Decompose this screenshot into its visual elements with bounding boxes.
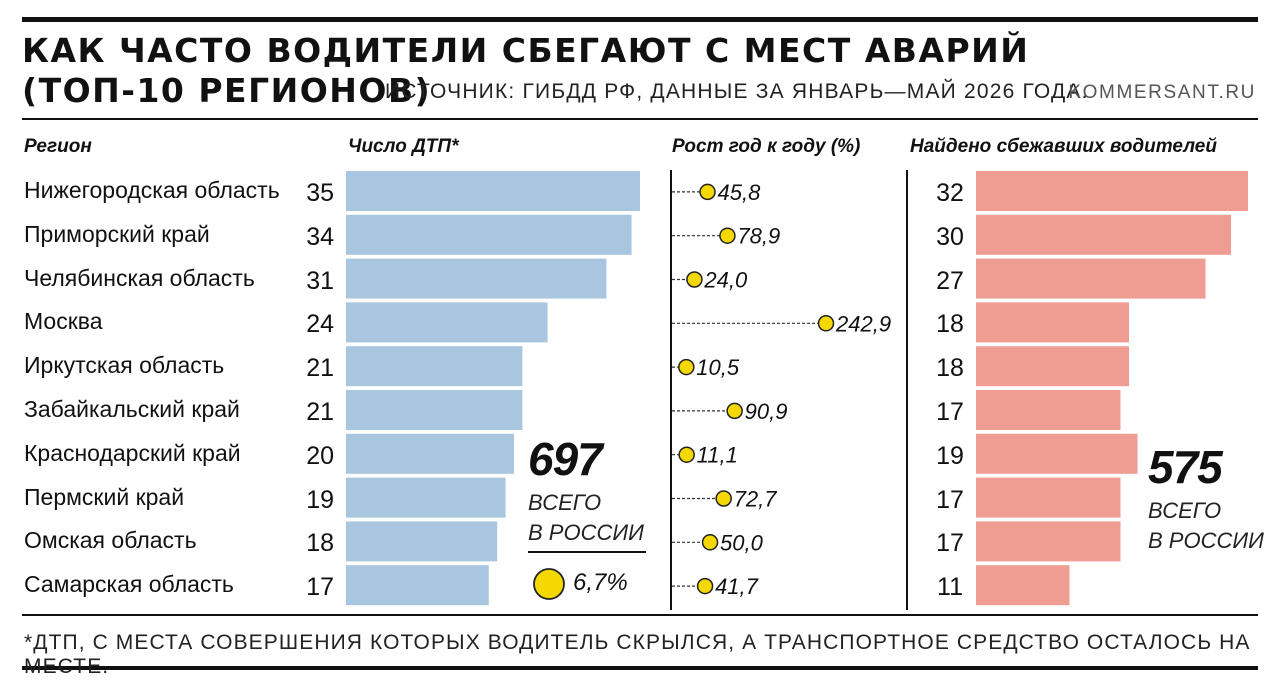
accidents-value-label: 19 [306,485,334,514]
region-label: Москва [24,308,103,335]
table-bottom-rule [22,614,1258,616]
accidents-bar [346,302,548,343]
accidents-value-label: 18 [306,529,334,558]
accidents-bar [346,214,632,255]
region-label: Пермский край [24,483,185,510]
accidents-total-value: 697 [528,433,603,485]
bottom-rule [22,666,1258,670]
found-axis-line [906,170,908,610]
accidents-total-label-line1: ВСЕГО [528,490,602,515]
growth-dot [696,577,714,595]
found-total-label-line2: В РОССИИ [1148,528,1264,553]
found-value-label: 18 [936,310,964,339]
column-header-growth: Рост год к году (%) [672,136,861,157]
region-label: Самарская область [24,571,234,598]
growth-value-label: 242,9 [835,311,891,336]
found-value-label: 17 [936,397,964,426]
found-bar [976,390,1121,430]
accidents-bar [346,390,523,430]
growth-dot [678,446,695,463]
chart-title-line1: КАК ЧАСТО ВОДИТЕЛИ СБЕГАЮТ С МЕСТ АВАРИЙ [22,31,1030,70]
header-rule [22,118,1258,120]
growth-value-label: 45,8 [718,180,762,205]
found-bar [976,258,1206,299]
growth-dot [686,271,703,288]
growth-axis-line [670,170,672,610]
found-bar [976,565,1070,606]
growth-value-label: 10,5 [696,355,740,380]
found-value-label: 18 [936,354,964,383]
growth-total-value: 6,7% [573,569,628,596]
region-label: Забайкальский край [24,395,240,422]
accidents-value-label: 21 [306,354,334,383]
found-value-label: 32 [936,178,964,207]
growth-dot [699,183,716,201]
accidents-bar [346,477,506,518]
growth-dot [726,402,743,420]
found-bar [976,346,1129,387]
accidents-total-underline [528,551,646,553]
growth-value-label: 50,0 [720,530,764,555]
growth-dot [719,227,736,244]
column-header-region: Регион [24,136,92,157]
region-label: Краснодарский край [24,439,241,466]
found-value-label: 11 [937,573,963,602]
column-header-found: Найдено сбежавших водителей [910,136,1217,157]
accidents-value-label: 34 [306,222,334,251]
accidents-value-label: 17 [306,573,334,602]
region-label: Приморский край [24,220,210,247]
growth-value-label: 11,1 [697,443,738,468]
region-label: Омская область [24,527,197,554]
growth-dot [817,315,835,332]
found-bar [976,521,1121,562]
found-total-label-line1: ВСЕГО [1148,498,1222,523]
growth-dot [715,490,732,507]
source-note: ИСТОЧНИК: ГИБДД РФ, ДАННЫЕ ЗА ЯНВАРЬ—МАЙ… [385,80,1089,103]
growth-value-label: 24,0 [703,268,748,293]
region-label: Нижегородская область [24,176,280,203]
accidents-bar [346,565,489,606]
accidents-value-label: 20 [306,441,334,470]
accidents-total-label-line2: В РОССИИ [528,520,644,545]
accidents-bar [346,346,523,387]
accidents-bar [346,258,607,299]
found-value-label: 19 [936,441,964,470]
growth-value-label: 78,9 [737,224,780,249]
growth-value-label: 72,7 [734,487,778,512]
accidents-value-label: 24 [306,310,334,339]
found-value-label: 30 [936,222,964,251]
footnote: *ДТП, С МЕСТА СОВЕРШЕНИЯ КОТОРЫХ ВОДИТЕЛ… [24,631,1251,678]
growth-value-label: 90,9 [745,399,788,424]
growth-total-dot [533,568,565,600]
found-bar [976,433,1138,474]
accidents-value-label: 31 [306,266,334,295]
found-value-label: 17 [936,485,964,514]
site-label: KOMMERSANT.RU [1068,82,1256,103]
found-bar [976,302,1129,343]
found-bar [976,477,1121,518]
growth-value-label: 41,7 [715,574,759,599]
chart-title-line2: (ТОП-10 РЕГИОНОВ) [22,71,432,110]
region-label: Иркутская область [24,352,225,379]
accidents-value-label: 35 [306,178,334,207]
column-header-accidents: Число ДТП* [348,136,459,157]
region-label: Челябинская область [24,264,255,291]
growth-dot [678,358,695,376]
accidents-bar [346,433,514,474]
accidents-bar [346,171,640,211]
accidents-value-label: 21 [306,397,334,426]
accidents-bar [346,521,498,562]
found-value-label: 27 [936,266,964,295]
found-total-value: 575 [1148,441,1223,493]
found-bar [976,214,1231,255]
top-rule [22,17,1258,22]
growth-dot [701,534,719,551]
found-value-label: 17 [936,529,964,558]
found-bar [976,171,1248,211]
